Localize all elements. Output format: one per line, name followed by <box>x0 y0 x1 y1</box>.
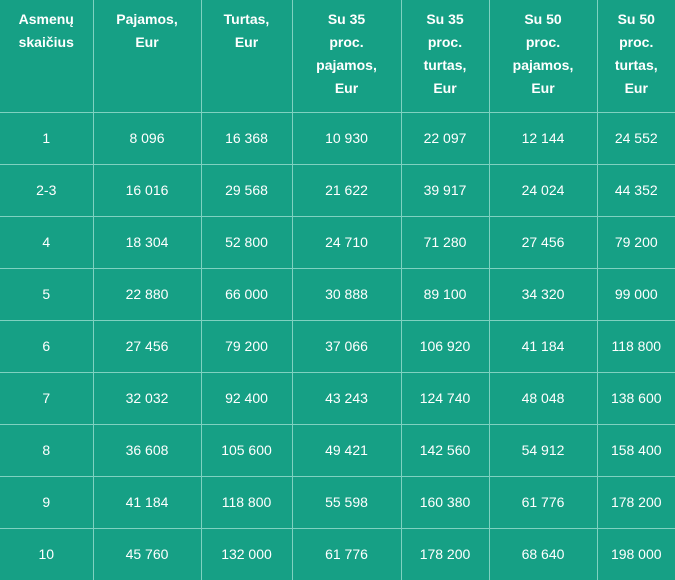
table-cell: 9 <box>0 475 94 529</box>
table-cell: 34 320 <box>488 267 598 321</box>
table-cell: 32 032 <box>92 371 202 425</box>
table-cell: 61 776 <box>291 527 402 580</box>
table-cell: 2-3 <box>0 163 94 217</box>
table-cell: 8 <box>0 423 94 477</box>
table-cell: 1 <box>0 111 94 165</box>
table-cell: 27 456 <box>488 215 598 269</box>
header-assets-50: Su 50 proc. turtas, Eur <box>596 0 675 113</box>
table-row: 10 45 760 132 000 61 776 178 200 68 640 … <box>0 527 675 580</box>
table-cell: 27 456 <box>92 319 202 373</box>
table-row: 7 32 032 92 400 43 243 124 740 48 048 13… <box>0 371 675 425</box>
table-cell: 158 400 <box>596 423 675 477</box>
table-cell: 12 144 <box>488 111 598 165</box>
table-cell: 79 200 <box>200 319 293 373</box>
table-cell: 99 000 <box>596 267 675 321</box>
header-income-35: Su 35 proc. pajamos, Eur <box>291 0 402 113</box>
table-cell: 49 421 <box>291 423 402 477</box>
table-row: 2-3 16 016 29 568 21 622 39 917 24 024 4… <box>0 163 675 217</box>
table-cell: 66 000 <box>200 267 293 321</box>
table-cell: 41 184 <box>92 475 202 529</box>
table-header-row: Asmenų skaičius Pajamos, Eur Turtas, Eur… <box>0 0 675 113</box>
header-income: Pajamos, Eur <box>92 0 202 113</box>
table-cell: 6 <box>0 319 94 373</box>
table-cell: 24 552 <box>596 111 675 165</box>
table-cell: 79 200 <box>596 215 675 269</box>
table-cell: 30 888 <box>291 267 402 321</box>
table-cell: 22 880 <box>92 267 202 321</box>
table-cell: 24 024 <box>488 163 598 217</box>
table-cell: 29 568 <box>200 163 293 217</box>
table-cell: 45 760 <box>92 527 202 580</box>
table-row: 4 18 304 52 800 24 710 71 280 27 456 79 … <box>0 215 675 269</box>
table-cell: 178 200 <box>596 475 675 529</box>
header-assets: Turtas, Eur <box>200 0 293 113</box>
table-cell: 43 243 <box>291 371 402 425</box>
table-cell: 39 917 <box>400 163 490 217</box>
table-cell: 37 066 <box>291 319 402 373</box>
table-cell: 16 368 <box>200 111 293 165</box>
table-cell: 105 600 <box>200 423 293 477</box>
header-assets-35: Su 35 proc. turtas, Eur <box>400 0 490 113</box>
table-cell: 18 304 <box>92 215 202 269</box>
table-cell: 118 800 <box>200 475 293 529</box>
table-cell: 24 710 <box>291 215 402 269</box>
table-cell: 10 <box>0 527 94 580</box>
table-cell: 71 280 <box>400 215 490 269</box>
table-cell: 124 740 <box>400 371 490 425</box>
table-cell: 61 776 <box>488 475 598 529</box>
table-cell: 8 096 <box>92 111 202 165</box>
table-cell: 4 <box>0 215 94 269</box>
table-cell: 89 100 <box>400 267 490 321</box>
table-row: 5 22 880 66 000 30 888 89 100 34 320 99 … <box>0 267 675 321</box>
table-cell: 55 598 <box>291 475 402 529</box>
table-row: 1 8 096 16 368 10 930 22 097 12 144 24 5… <box>0 111 675 165</box>
table-cell: 21 622 <box>291 163 402 217</box>
table-cell: 138 600 <box>596 371 675 425</box>
table-row: 6 27 456 79 200 37 066 106 920 41 184 11… <box>0 319 675 373</box>
table-row: 9 41 184 118 800 55 598 160 380 61 776 1… <box>0 475 675 529</box>
table-cell: 132 000 <box>200 527 293 580</box>
table-body: 1 8 096 16 368 10 930 22 097 12 144 24 5… <box>0 111 675 580</box>
table-cell: 10 930 <box>291 111 402 165</box>
table-cell: 52 800 <box>200 215 293 269</box>
table-cell: 92 400 <box>200 371 293 425</box>
table-cell: 118 800 <box>596 319 675 373</box>
table-cell: 68 640 <box>488 527 598 580</box>
table-cell: 142 560 <box>400 423 490 477</box>
table-cell: 48 048 <box>488 371 598 425</box>
table-cell: 160 380 <box>400 475 490 529</box>
table-cell: 106 920 <box>400 319 490 373</box>
table-cell: 16 016 <box>92 163 202 217</box>
table-row: 8 36 608 105 600 49 421 142 560 54 912 1… <box>0 423 675 477</box>
table-cell: 198 000 <box>596 527 675 580</box>
table-cell: 5 <box>0 267 94 321</box>
table-cell: 36 608 <box>92 423 202 477</box>
table-cell: 7 <box>0 371 94 425</box>
header-household-size: Asmenų skaičius <box>0 0 94 113</box>
table-cell: 44 352 <box>596 163 675 217</box>
table-cell: 178 200 <box>400 527 490 580</box>
table-cell: 54 912 <box>488 423 598 477</box>
header-income-50: Su 50 proc. pajamos, Eur <box>488 0 598 113</box>
table-cell: 22 097 <box>400 111 490 165</box>
table-cell: 41 184 <box>488 319 598 373</box>
